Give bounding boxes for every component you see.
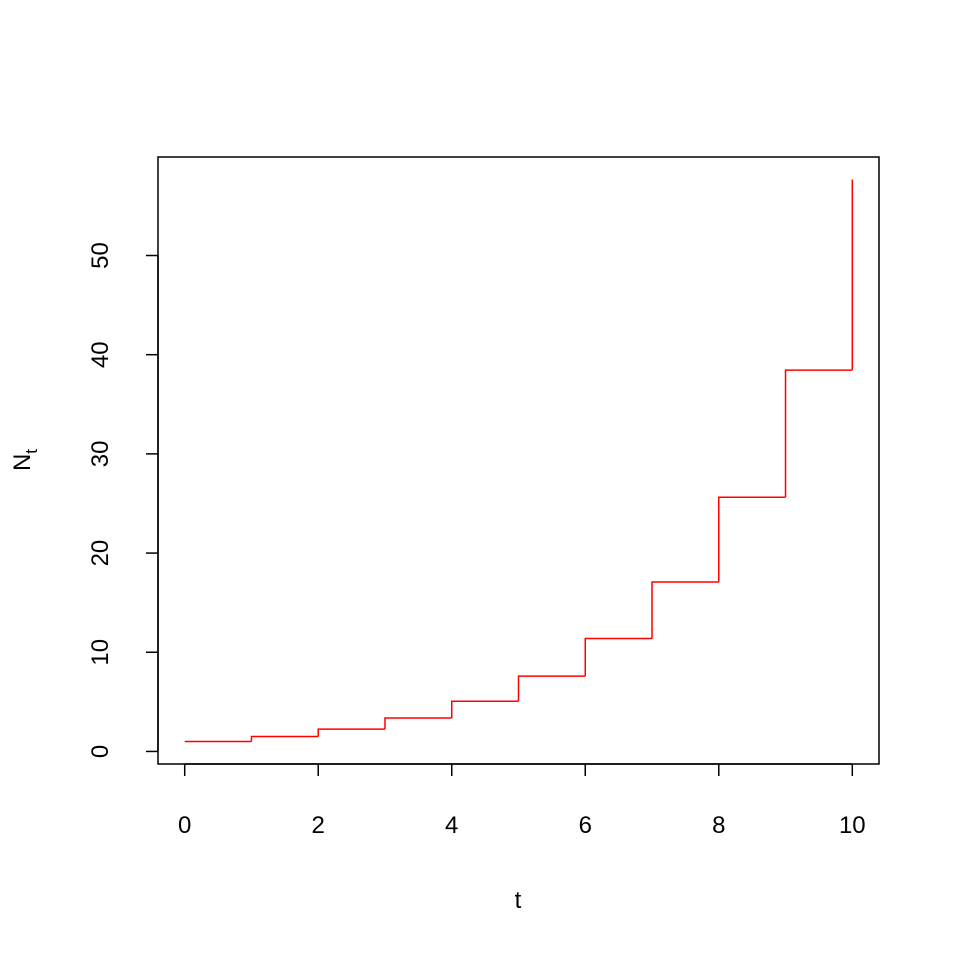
step-segment bbox=[718, 496, 786, 582]
step-segment bbox=[584, 637, 653, 677]
y-axis-title: Nt bbox=[9, 449, 41, 471]
x-tick-label: 0 bbox=[178, 812, 191, 839]
step-segment bbox=[317, 728, 385, 737]
y-axis-title-main: Nt bbox=[9, 449, 41, 471]
y-title-text: N bbox=[9, 454, 36, 471]
y-title-subscript: t bbox=[22, 449, 41, 454]
y-tick-label: 10 bbox=[87, 639, 114, 666]
x-tick-label: 8 bbox=[712, 812, 725, 839]
plot-box bbox=[157, 156, 880, 765]
step-segment bbox=[250, 735, 319, 742]
y-tick-label: 30 bbox=[87, 441, 114, 468]
y-tick-label: 50 bbox=[87, 242, 114, 269]
x-tick-label: 10 bbox=[839, 812, 866, 839]
x-tick-label: 6 bbox=[579, 812, 592, 839]
x-axis-title: t bbox=[515, 887, 522, 914]
step-segment bbox=[384, 717, 452, 730]
x-tick-label: 2 bbox=[312, 812, 325, 839]
step-segment bbox=[450, 700, 519, 718]
step-segment bbox=[784, 369, 853, 498]
y-tick-label: 40 bbox=[87, 341, 114, 368]
y-tick-label: 20 bbox=[87, 540, 114, 567]
step-segment bbox=[651, 581, 719, 639]
x-tick-label: 4 bbox=[445, 812, 458, 839]
y-tick-label: 0 bbox=[87, 745, 114, 758]
step-segment bbox=[517, 675, 586, 702]
